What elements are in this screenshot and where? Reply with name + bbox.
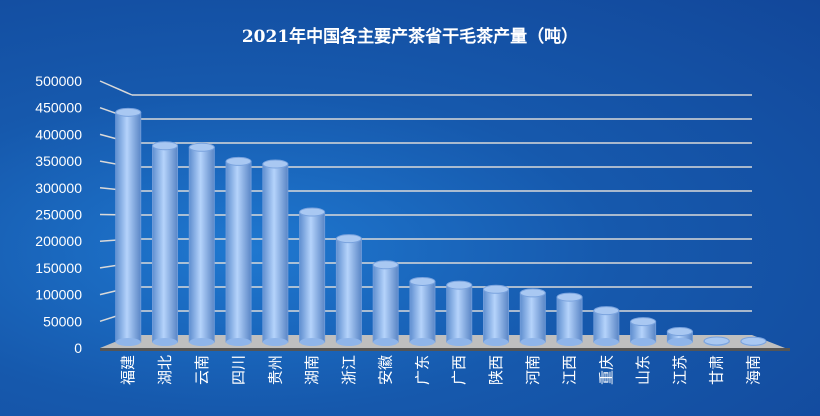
bar-base: [446, 338, 472, 346]
x-tick-label: 贵州: [266, 355, 284, 385]
x-tick-label: 福建: [119, 355, 137, 385]
bar-base: [373, 338, 399, 346]
x-tick-label: 山东: [634, 355, 652, 385]
bar-top: [188, 142, 215, 152]
bar-base: [593, 338, 619, 346]
bar: [593, 310, 620, 343]
bar: [372, 264, 399, 343]
bar-top: [519, 288, 546, 298]
bar-top: [666, 327, 693, 337]
y-tick-label: 150000: [35, 260, 82, 276]
bar-base: [115, 338, 141, 346]
bar-top: [630, 317, 657, 327]
y-tick-label: 400000: [35, 126, 82, 142]
x-tick-label: 浙江: [340, 355, 358, 385]
x-tick-label: 陕西: [487, 355, 505, 385]
x-tick-label: 湖南: [303, 355, 321, 385]
bar-top: [740, 336, 767, 346]
y-tick-label: 50000: [43, 313, 82, 329]
y-tick-label: 250000: [35, 207, 82, 223]
y-tick-label: 0: [74, 340, 82, 356]
bar-top: [262, 159, 289, 169]
chart-title: 2021年中国各主要产茶省干毛茶产量（吨）: [241, 27, 579, 47]
bar-base: [667, 338, 693, 346]
gridline-side: [99, 80, 133, 96]
x-tick-label: 河南: [524, 355, 542, 385]
bar-top: [225, 156, 252, 166]
bar-top: [335, 234, 362, 244]
bar: [225, 160, 252, 343]
bar-top: [556, 292, 583, 302]
x-tick-label: 云南: [193, 355, 211, 385]
bar: [262, 163, 289, 343]
x-tick-label: 安徽: [377, 355, 395, 385]
bar-base: [409, 338, 435, 346]
bar: [152, 145, 179, 343]
x-tick-label: 广东: [413, 355, 431, 385]
bar-base: [336, 338, 362, 346]
y-tick-label: 300000: [35, 180, 82, 196]
bar-top: [152, 141, 179, 151]
y-tick-label: 450000: [35, 100, 82, 116]
x-tick-label: 江西: [561, 355, 579, 385]
x-tick-label: 四川: [230, 355, 248, 385]
bar-base: [152, 338, 178, 346]
x-tick-label: 重庆: [597, 355, 615, 385]
bar-base: [189, 338, 215, 346]
bar-top: [593, 306, 620, 316]
bar-top: [372, 260, 399, 270]
bar-base: [226, 338, 252, 346]
bar-base: [483, 338, 509, 346]
bar-base: [262, 338, 288, 346]
x-tick-label: 江苏: [671, 355, 689, 385]
x-tick-label: 湖北: [156, 355, 174, 385]
x-tick-label: 广西: [450, 355, 468, 385]
bar-base: [557, 338, 583, 346]
bar-base: [520, 338, 546, 346]
bar-top: [299, 207, 326, 217]
bar: [556, 296, 583, 343]
y-tick-label: 500000: [35, 73, 82, 89]
bar: [519, 292, 546, 343]
bar-top: [483, 284, 510, 294]
bar: [188, 146, 215, 343]
bar: [483, 288, 510, 343]
y-tick-label: 200000: [35, 233, 82, 249]
bar: [299, 211, 326, 343]
y-tick-label: 100000: [35, 287, 82, 303]
y-tick-label: 350000: [35, 153, 82, 169]
bar: [409, 280, 436, 343]
bar: [335, 238, 362, 343]
bar-base: [630, 338, 656, 346]
floor-edge: [100, 348, 790, 351]
x-tick-label: 甘肃: [708, 355, 726, 385]
bar-top: [115, 107, 142, 117]
bar-top: [446, 280, 473, 290]
bar: [446, 284, 473, 343]
bar-top: [703, 336, 730, 346]
x-tick-label: 海南: [744, 355, 762, 385]
bar-top: [409, 276, 436, 286]
bar-base: [299, 338, 325, 346]
bar: [115, 111, 142, 343]
